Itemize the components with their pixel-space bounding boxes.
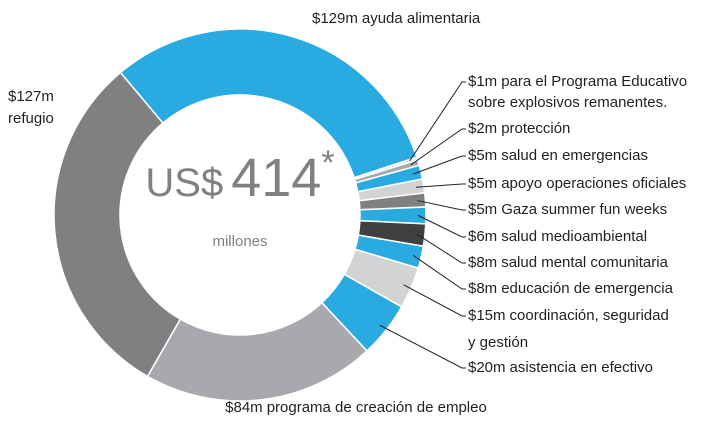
category-label: apoyo operaciones oficiales bbox=[501, 175, 686, 192]
slice-label: $8m salud mental comunitaria bbox=[468, 254, 669, 271]
labels: $129m ayuda alimentaria $1m para el Program… bbox=[8, 10, 687, 416]
leader-line bbox=[415, 183, 466, 188]
category-label: salud medioambiental bbox=[501, 228, 647, 245]
center-value: 414 bbox=[231, 148, 321, 208]
value-label: $8m bbox=[468, 280, 497, 297]
category-label: refugio bbox=[8, 110, 54, 127]
value-label: $84m bbox=[225, 399, 263, 416]
slice-label: $20m asistencia en efectivo bbox=[468, 359, 653, 376]
category-label: salud en emergencias bbox=[501, 147, 648, 164]
value-label: $6m bbox=[468, 228, 497, 245]
slice-label: $6m salud medioambiental bbox=[468, 228, 647, 245]
donut-slice bbox=[146, 301, 368, 402]
category-label: salud mental comunitaria bbox=[501, 254, 668, 271]
category-label: programa de creación de empleo bbox=[267, 399, 487, 416]
value-label: $5m bbox=[468, 201, 497, 218]
donut-slice bbox=[119, 28, 418, 179]
slice-label: $5m Gaza summer fun weeks bbox=[468, 201, 667, 218]
center-unit: millones bbox=[212, 233, 267, 250]
category-label: protección bbox=[501, 120, 570, 137]
leader-line bbox=[417, 200, 466, 211]
leader-line bbox=[416, 233, 466, 264]
value-label: $5m bbox=[468, 175, 497, 192]
leader-line bbox=[413, 255, 466, 290]
leader-line bbox=[417, 214, 466, 238]
slice-label: $84m programa de creación de empleo bbox=[225, 399, 487, 416]
category-label: y gestión bbox=[468, 334, 528, 351]
value-label: $5m bbox=[468, 147, 497, 164]
value-label: $1m bbox=[468, 73, 497, 90]
slice-label: $15m coordinación, seguridad y gestión bbox=[468, 307, 669, 351]
category-label: para el Programa Educativo bbox=[501, 73, 687, 90]
value-label: $8m bbox=[468, 254, 497, 271]
slice-label: $2m protección bbox=[468, 120, 570, 137]
value-label: $15m bbox=[468, 307, 506, 324]
value-label: $129m bbox=[312, 10, 358, 27]
leader-line bbox=[403, 284, 466, 317]
slice-label: $5m apoyo operaciones oficiales bbox=[468, 175, 686, 192]
category-label: asistencia en efectivo bbox=[510, 359, 653, 376]
slices bbox=[53, 28, 427, 402]
value-label: $127m bbox=[8, 88, 54, 105]
leader-line bbox=[413, 155, 466, 175]
value-label: $2m bbox=[468, 120, 497, 137]
slice-label: $1m para el Programa Educativo sobre explo… bbox=[468, 73, 687, 111]
center-suffix: * bbox=[321, 144, 334, 182]
category-label: educación de emergencia bbox=[501, 280, 673, 297]
leader-line bbox=[379, 324, 466, 369]
center-total: US$ 414* bbox=[145, 144, 334, 208]
category-label: Gaza summer fun weeks bbox=[501, 201, 667, 218]
leader-line bbox=[410, 128, 466, 166]
donut-slice bbox=[53, 71, 182, 378]
slice-label: $5m salud en emergencias bbox=[468, 147, 648, 164]
slice-label: $129m ayuda alimentaria bbox=[312, 10, 481, 27]
slice-label: $8m educación de emergencia bbox=[468, 280, 674, 297]
category-label: ayuda alimentaria bbox=[362, 10, 481, 27]
center-prefix: US$ bbox=[145, 161, 223, 205]
leader-line bbox=[409, 81, 466, 162]
category-label: coordinación, seguridad bbox=[510, 307, 669, 324]
category-label: sobre explosivos remanentes. bbox=[468, 94, 667, 111]
value-label: $20m bbox=[468, 359, 506, 376]
slice-label: $127m refugio bbox=[8, 88, 54, 127]
